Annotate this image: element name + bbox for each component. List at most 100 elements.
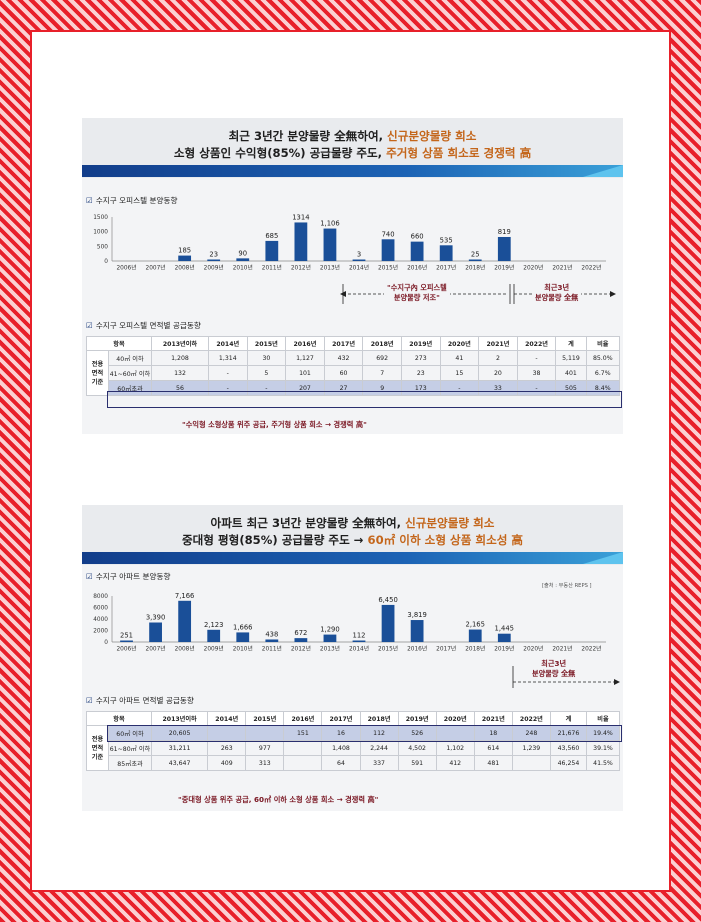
table-header-cell: 2018년 bbox=[362, 336, 402, 351]
data-label: 3,390 bbox=[146, 614, 165, 622]
data-label: 3,819 bbox=[407, 611, 426, 619]
table-cell: 313 bbox=[245, 755, 285, 771]
table-cell: 505 bbox=[555, 380, 587, 396]
officetel-panel: 최근 3년간 분양물량 全無하여, 신규분양물량 희소 소형 상품인 수익형(8… bbox=[82, 118, 623, 434]
table-cell: 30 bbox=[246, 350, 287, 366]
data-label: 2,123 bbox=[204, 621, 223, 629]
table-header-cell: 2017년 bbox=[323, 336, 364, 351]
data-label: 6,450 bbox=[378, 596, 397, 604]
checkbox-icon: ☑ bbox=[86, 321, 93, 330]
table-cell: 432 bbox=[323, 350, 364, 366]
table-cell: 151 bbox=[283, 725, 323, 741]
x-tick-label: 2021년 bbox=[552, 264, 572, 272]
table-cell: 614 bbox=[473, 740, 513, 756]
apartment-annotation-no-supply: 최근3년 분양물량 全無 bbox=[529, 659, 579, 679]
table-cell bbox=[283, 740, 323, 756]
table-cell: 41.5% bbox=[585, 755, 621, 771]
data-label: 685 bbox=[265, 232, 278, 240]
source-label: [출처 : 부동산 REPS ] bbox=[542, 583, 592, 589]
table-cell: 2 bbox=[478, 350, 518, 366]
x-tick-label: 2016년 bbox=[407, 264, 427, 272]
officetel-annotation-low-supply: "수지구內 오피스텔 분양물량 저조" bbox=[384, 283, 450, 303]
x-tick-label: 2017년 bbox=[436, 645, 456, 653]
bar bbox=[236, 258, 250, 261]
table-row: 61~80㎡ 이하 31,211 263 977 1,408 2,244 4,502 1,10… bbox=[87, 740, 621, 756]
table-cell: 101 bbox=[285, 365, 325, 381]
table-cell: - bbox=[207, 365, 248, 381]
x-tick-label: 2014년 bbox=[349, 264, 369, 272]
table-cell: 6.7% bbox=[585, 365, 621, 381]
y-tick-label: 8000 bbox=[93, 594, 108, 600]
data-label: 819 bbox=[498, 228, 511, 236]
bar bbox=[178, 255, 192, 261]
table-cell: 16 bbox=[321, 725, 361, 741]
group-label-text: 전용 bbox=[91, 735, 104, 743]
x-tick-label: 2013년 bbox=[320, 645, 340, 653]
x-tick-label: 2011년 bbox=[262, 264, 282, 272]
apartment-table-title: ☑ 수지구 아파트 면적별 공급동향 bbox=[86, 695, 194, 706]
bar bbox=[497, 633, 511, 642]
bar bbox=[497, 236, 511, 261]
table-cell: 19.4% bbox=[585, 725, 621, 741]
data-label: 672 bbox=[294, 629, 307, 637]
x-tick-label: 2010년 bbox=[233, 264, 253, 272]
row-label: 61~80㎡ 이하 bbox=[108, 740, 152, 756]
table-cell: 692 bbox=[362, 350, 402, 366]
table-cell bbox=[207, 725, 247, 741]
table-header-cell: 2013년이하 bbox=[150, 711, 209, 726]
x-tick-label: 2006년 bbox=[116, 264, 136, 272]
x-tick-label: 2022년 bbox=[581, 645, 601, 653]
apartment-supply-table: 항목 2013년이하 2014년 2015년 2016년 2017년 2018년 2019년 2… bbox=[86, 711, 621, 771]
headline-highlight: 주거형 상품 희소로 경쟁력 高 bbox=[386, 146, 532, 160]
table-cell bbox=[245, 725, 285, 741]
table-header-cell: 2015년 bbox=[245, 711, 285, 726]
table-cell: 31,211 bbox=[150, 740, 209, 756]
data-label: 660 bbox=[411, 233, 424, 241]
table-cell: 43,560 bbox=[549, 740, 587, 756]
table-cell: 1,314 bbox=[207, 350, 248, 366]
table-header-cell: 2022년 bbox=[516, 336, 557, 351]
officetel-footnote: "수익형 소형상품 위주 공급, 주거형 상품 희소 → 경쟁력 高" bbox=[182, 420, 367, 429]
table-cell: - bbox=[207, 380, 248, 396]
table-row: 60㎡초과 56- -207 27 9 173-33-505 8.4% bbox=[87, 380, 621, 396]
x-tick-label: 2019년 bbox=[494, 645, 514, 653]
bar bbox=[294, 222, 308, 261]
data-label: 112 bbox=[353, 632, 366, 640]
annotation-text: 최근3년 bbox=[544, 283, 570, 292]
table-header-cell: 2021년 bbox=[478, 336, 518, 351]
table-row: 전용 면적 기준 40㎡ 이하 1,208 1,314 30 1,127 432 692 273 41… bbox=[86, 350, 621, 396]
table-header-cell: 2019년 bbox=[400, 336, 441, 351]
table-cell: 41 bbox=[439, 350, 480, 366]
table-cell bbox=[435, 725, 475, 741]
group-label-text: 기준 bbox=[91, 378, 104, 386]
bar bbox=[207, 629, 221, 642]
bar bbox=[468, 259, 482, 261]
table-cell: 15 bbox=[439, 365, 480, 381]
table-header-cell: 2021년 bbox=[473, 711, 513, 726]
bar bbox=[410, 620, 424, 642]
table-cell: 38 bbox=[516, 365, 557, 381]
table-header-cell: 2022년 bbox=[511, 711, 551, 726]
officetel-chart-title: ☑ 수지구 오피스텔 분양동향 bbox=[86, 195, 178, 206]
table-header-cell: 계 bbox=[549, 711, 587, 726]
x-tick-label: 2012년 bbox=[291, 645, 311, 653]
group-label: 전용 면적 기준 bbox=[86, 725, 109, 771]
table-cell bbox=[511, 755, 551, 771]
data-label: 23 bbox=[209, 251, 218, 259]
headline-highlight: 신규분양물량 희소 bbox=[405, 516, 495, 530]
bar bbox=[149, 622, 162, 642]
y-tick-label: 1500 bbox=[93, 215, 108, 221]
row-label: 60㎡ 이하 bbox=[108, 725, 152, 741]
x-tick-label: 2015년 bbox=[378, 645, 398, 653]
row-label: 40㎡ 이하 bbox=[108, 350, 152, 366]
apartment-chart-title: ☑ 수지구 아파트 분양동향 bbox=[86, 571, 171, 582]
checkbox-icon: ☑ bbox=[86, 696, 93, 705]
officetel-headline: 최근 3년간 분양물량 全無하여, 신규분양물량 희소 소형 상품인 수익형(8… bbox=[82, 118, 623, 162]
checkbox-icon: ☑ bbox=[86, 196, 93, 205]
table-cell: 33 bbox=[478, 380, 518, 396]
y-tick-label: 500 bbox=[97, 244, 108, 250]
table-cell: 4,502 bbox=[397, 740, 437, 756]
x-tick-label: 2018년 bbox=[465, 264, 485, 272]
table-cell: 173 bbox=[400, 380, 441, 396]
table-cell: 207 bbox=[285, 380, 325, 396]
